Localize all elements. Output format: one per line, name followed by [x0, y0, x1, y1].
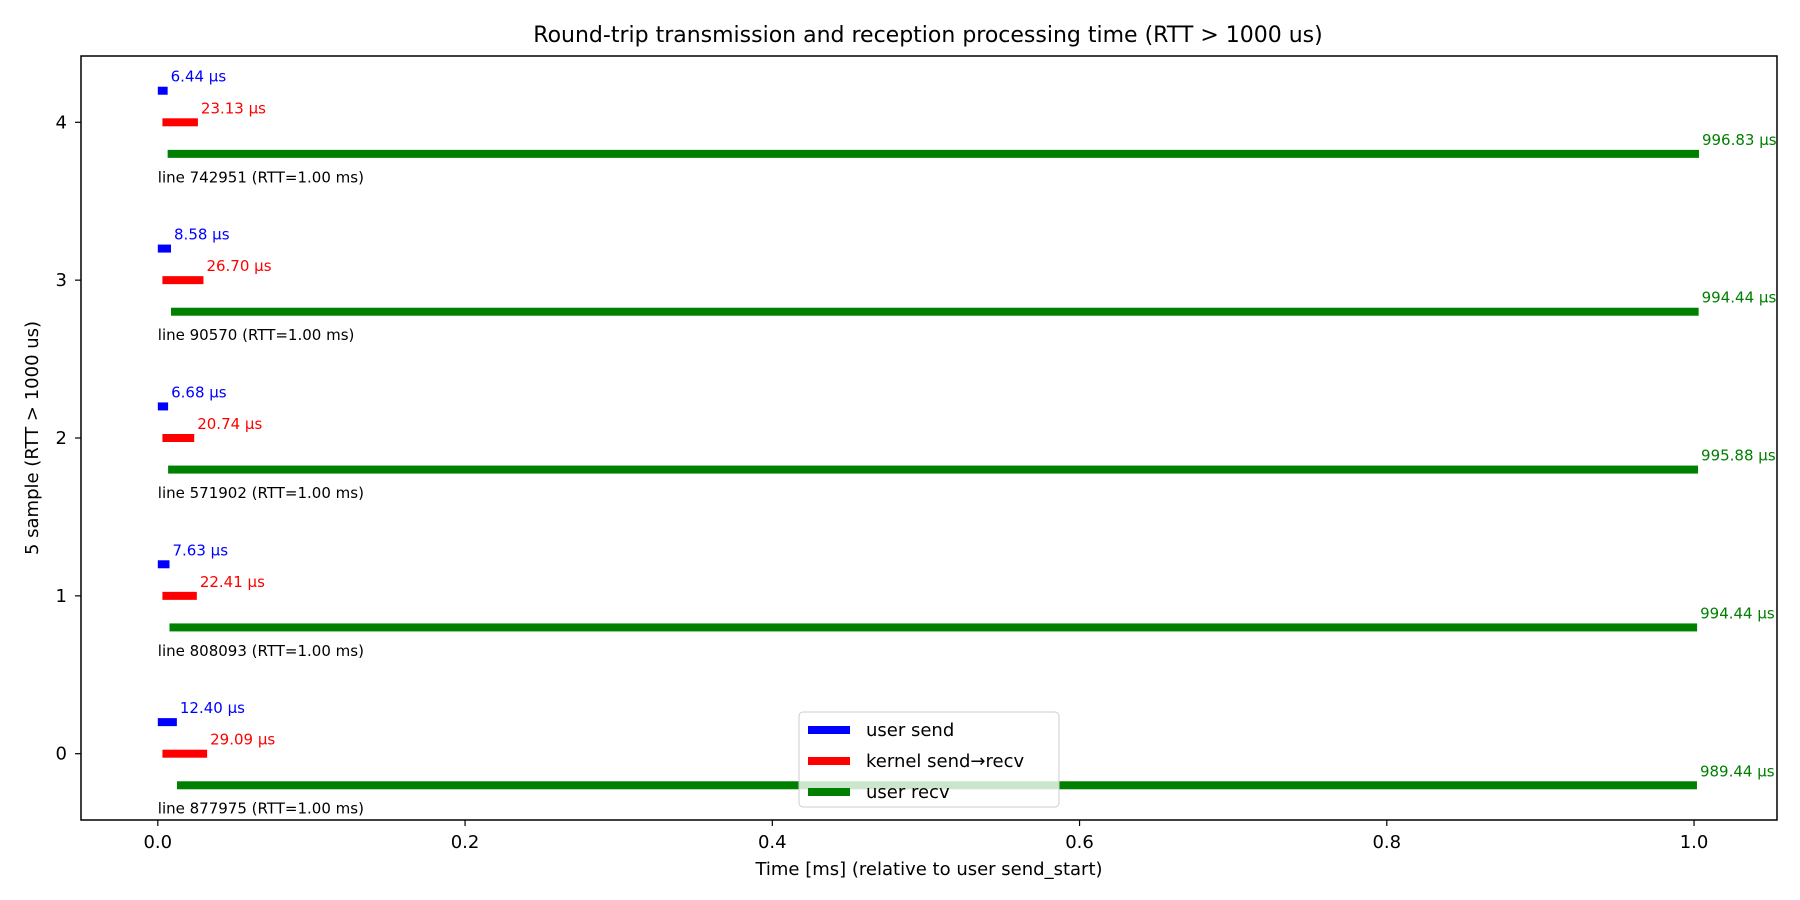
- chart-title: Round-trip transmission and reception pr…: [533, 23, 1322, 48]
- bar-kernel-sample-3: [162, 276, 204, 285]
- bar-label-user-send-sample-4: 6.44 µs: [171, 68, 227, 86]
- bar-label-kernel-sample-3: 26.70 µs: [206, 257, 271, 275]
- y-axis-label: 5 sample (RTT > 1000 us): [22, 321, 43, 555]
- y-tick-label: 2: [56, 428, 67, 449]
- ticks-layer: 0.0 0.2 0.4 0.6 0.8 1.0 0 1 2 3 4: [56, 112, 1709, 853]
- bar-user-send-sample-2: [157, 402, 169, 411]
- legend-swatch-user-recv: [808, 788, 850, 796]
- legend-label-user-send: user send: [866, 720, 954, 741]
- legend-label-user-recv: user recv: [866, 782, 950, 803]
- x-tick-label: 0.6: [1065, 832, 1094, 853]
- legend-box: [798, 711, 1060, 808]
- legend-label-kernel: kernel send→recv: [866, 751, 1024, 772]
- bar-label-user-send-sample-0: 12.40 µs: [180, 699, 245, 717]
- bar-kernel-sample-1: [162, 591, 197, 600]
- bar-user-recv-sample-4: [167, 149, 1699, 158]
- bar-user-send-sample-4: [157, 86, 168, 95]
- bar-label-user-send-sample-3: 8.58 µs: [174, 226, 230, 244]
- x-tick-label: 0.2: [451, 832, 480, 853]
- sample-label-0: line 877975 (RTT=1.00 ms): [158, 800, 364, 818]
- bar-label-user-recv-sample-2: 995.88 µs: [1701, 447, 1776, 465]
- y-tick-label: 0: [56, 744, 67, 765]
- bar-user-recv-sample-1: [169, 623, 1698, 632]
- bar-kernel-sample-2: [162, 434, 195, 442]
- bar-user-recv-sample-2: [168, 465, 1699, 474]
- bar-user-recv-sample-3: [171, 307, 1699, 316]
- x-axis-label: Time [ms] (relative to user send_start): [754, 859, 1102, 880]
- legend: user send kernel send→recv user recv: [798, 711, 1060, 808]
- bar-label-user-recv-sample-0: 989.44 µs: [1700, 762, 1775, 780]
- bar-label-user-recv-sample-1: 994.44 µs: [1700, 604, 1775, 622]
- y-tick-label: 4: [56, 112, 67, 133]
- plot-layer: 12.40 µs 29.09 µs 989.44 µs line 877975 (RT…: [157, 68, 1777, 818]
- bar-kernel-sample-0: [162, 749, 208, 758]
- legend-swatch-user-send: [808, 726, 850, 734]
- x-tick-label: 0.8: [1372, 832, 1401, 853]
- x-tick-label: 1.0: [1680, 832, 1709, 853]
- bar-label-user-send-sample-2: 6.68 µs: [171, 383, 227, 401]
- bar-label-user-send-sample-1: 7.63 µs: [172, 541, 228, 559]
- y-tick-label: 3: [56, 270, 67, 291]
- sample-label-1: line 808093 (RTT=1.00 ms): [158, 642, 364, 660]
- legend-swatch-kernel: [808, 757, 850, 765]
- sample-label-2: line 571902 (RTT=1.00 ms): [158, 484, 364, 502]
- bar-label-user-recv-sample-4: 996.83 µs: [1702, 131, 1777, 149]
- bar-label-kernel-sample-0: 29.09 µs: [210, 731, 275, 749]
- bar-user-send-sample-0: [157, 718, 177, 727]
- x-tick-label: 0.4: [758, 832, 787, 853]
- x-tick-label: 0.0: [143, 832, 172, 853]
- bar-label-kernel-sample-4: 23.13 µs: [201, 99, 266, 117]
- bar-user-send-sample-1: [157, 560, 170, 569]
- sample-label-3: line 90570 (RTT=1.00 ms): [158, 326, 355, 344]
- y-tick-label: 1: [56, 586, 67, 607]
- bar-user-send-sample-3: [157, 244, 172, 253]
- bar-label-kernel-sample-1: 22.41 µs: [200, 573, 265, 591]
- bar-label-kernel-sample-2: 20.74 µs: [197, 415, 262, 433]
- bar-kernel-sample-4: [162, 118, 198, 127]
- bar-label-user-recv-sample-3: 994.44 µs: [1702, 289, 1777, 307]
- sample-label-4: line 742951 (RTT=1.00 ms): [158, 168, 364, 186]
